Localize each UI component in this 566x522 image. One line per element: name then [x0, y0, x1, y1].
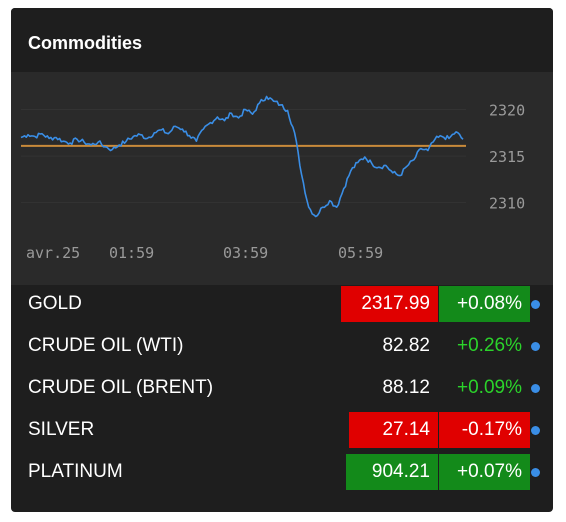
commodity-price: 904.21 — [346, 454, 438, 490]
commodity-row-platinum[interactable]: PLATINUM 904.21 +0.07% — [11, 454, 553, 490]
status-dot-icon — [531, 384, 540, 393]
commodity-row-crude-oil-brent[interactable]: CRUDE OIL (BRENT) 88.12 +0.09% — [11, 370, 553, 406]
chart-svg: 2320 2315 2310 avr.25 01:59 03:59 05:59 — [20, 95, 525, 262]
x-tick-label: 05:59 — [338, 244, 383, 262]
commodity-change: +0.07% — [439, 454, 530, 490]
y-tick-label: 2310 — [489, 195, 525, 213]
commodity-price: 27.14 — [349, 412, 438, 448]
x-tick-label: 03:59 — [223, 244, 268, 262]
commodity-change: -0.17% — [439, 412, 530, 448]
commodities-widget: Commodities 2320 2315 2310 avr.25 01:59 03:59… — [11, 8, 553, 512]
status-dot-icon — [531, 468, 540, 477]
price-chart[interactable]: 2320 2315 2310 avr.25 01:59 03:59 05:59 — [11, 72, 553, 285]
status-dot-icon — [531, 300, 540, 309]
commodity-row-gold[interactable]: GOLD 2317.99 +0.08% — [11, 286, 553, 322]
status-dot-icon — [531, 426, 540, 435]
commodity-row-silver[interactable]: SILVER 27.14 -0.17% — [11, 412, 553, 448]
commodity-change: +0.08% — [439, 286, 530, 322]
commodity-name: GOLD — [28, 293, 82, 314]
x-tick-label: avr.25 — [26, 244, 80, 262]
commodity-name: PLATINUM — [28, 461, 123, 482]
commodity-row-crude-oil-wti[interactable]: CRUDE OIL (WTI) 82.82 +0.26% — [11, 328, 553, 364]
commodity-change: +0.09% — [457, 377, 522, 398]
commodity-price: 88.12 — [382, 377, 430, 398]
price-series-line — [20, 95, 464, 218]
y-tick-label: 2320 — [489, 102, 525, 120]
commodity-name: SILVER — [28, 419, 95, 440]
widget-header: Commodities — [11, 8, 553, 72]
commodity-price: 82.82 — [382, 335, 430, 356]
widget-title: Commodities — [28, 33, 143, 53]
y-tick-label: 2315 — [489, 148, 525, 166]
x-tick-label: 01:59 — [109, 244, 154, 262]
commodity-change: +0.26% — [457, 335, 522, 356]
commodity-name: CRUDE OIL (WTI) — [28, 335, 184, 356]
commodity-name: CRUDE OIL (BRENT) — [28, 377, 214, 398]
status-dot-icon — [531, 342, 540, 351]
commodity-price: 2317.99 — [341, 286, 438, 322]
